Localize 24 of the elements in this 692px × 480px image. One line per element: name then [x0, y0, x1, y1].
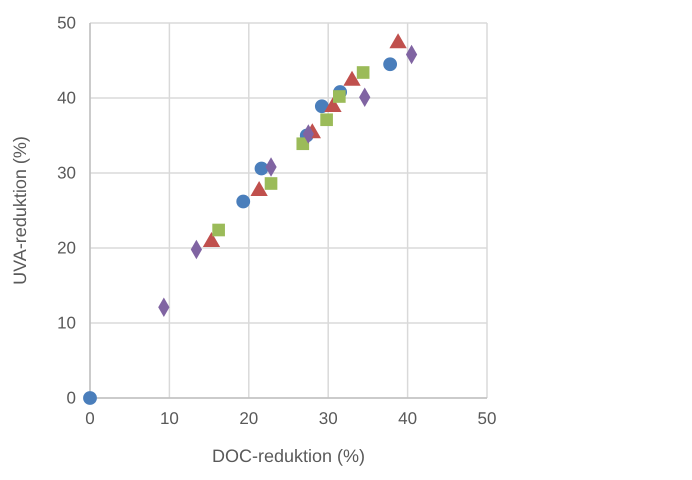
- y-tick-label: 10: [57, 313, 76, 332]
- point: [212, 224, 225, 236]
- point: [320, 113, 333, 126]
- point: [83, 391, 97, 405]
- x-tick-label: 20: [239, 409, 258, 428]
- y-tick-label: 40: [57, 88, 76, 108]
- x-tick-label: 0: [85, 409, 95, 428]
- point: [264, 177, 278, 190]
- point: [332, 90, 346, 103]
- point: [236, 194, 250, 208]
- point: [356, 66, 370, 79]
- point: [383, 57, 398, 72]
- x-tick-label: 10: [160, 409, 179, 428]
- y-tick-label: 50: [57, 13, 76, 32]
- y-tick-label: 0: [66, 388, 76, 408]
- y-tick-label: 30: [57, 163, 76, 182]
- x-axis-title: DOC-reduktion (%): [212, 446, 366, 466]
- y-tick-label: 20: [57, 238, 76, 258]
- y-axis-title: UVA-reduktion (%): [10, 136, 30, 285]
- x-tick-label: 30: [318, 409, 338, 428]
- point: [254, 162, 268, 176]
- x-tick-label: 40: [398, 409, 418, 428]
- point: [314, 99, 329, 114]
- x-tick-label: 50: [478, 409, 496, 428]
